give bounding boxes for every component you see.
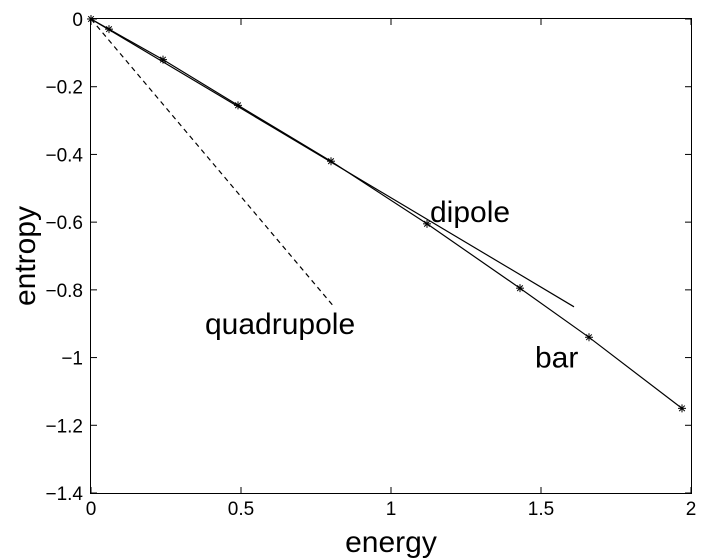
series-layer [87,15,686,413]
y-axis-label: entropy [9,206,42,306]
y-tick-label: −0.8 [45,281,83,302]
y-tick-label: 0 [72,10,83,31]
annotation-bar: bar [535,342,578,375]
plot-area [90,18,692,494]
y-tick-label: −1.4 [45,484,83,505]
x-tick-label: 2 [686,499,697,520]
series-dipole [90,18,575,308]
data-point [678,404,686,413]
data-point [327,157,335,166]
y-tick-label: −0.2 [45,78,83,99]
x-tick-label: 1 [386,499,397,520]
x-axis-label: energy [345,526,437,559]
y-tick-label: −0.6 [45,213,83,234]
axis-ticks: 0 0.5 1 1.5 2 0 −0.2 −0.4 −0.6 −0.8 −1 −1.2 −1.4 [45,10,696,520]
annotation-dipole: dipole [430,196,510,229]
data-point [423,219,431,228]
annotation-layer: dipole quadrupole bar [205,196,578,375]
y-tick-label: −1.2 [45,416,83,437]
y-tick-label: −0.4 [45,145,83,166]
annotation-quadrupole: quadrupole [205,308,355,341]
x-tick-label: 0 [86,499,97,520]
x-tick-label: 0.5 [228,499,254,520]
y-tick-label: −1 [61,349,83,370]
series-line-dipole [90,18,575,308]
data-point [585,333,593,342]
data-point [516,284,524,293]
x-tick-label: 1.5 [528,499,554,520]
